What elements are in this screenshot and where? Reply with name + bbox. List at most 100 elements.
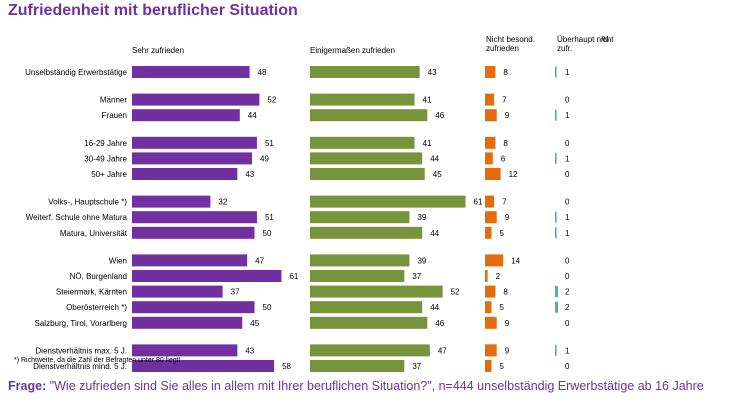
data-label: 39 — [417, 213, 426, 222]
question-label: Frage: — [8, 379, 47, 393]
category-label: 16-29 Jahre — [84, 139, 127, 148]
bar — [555, 301, 558, 313]
data-label: 37 — [412, 272, 421, 281]
data-label: 1 — [565, 213, 570, 222]
data-label: 61 — [289, 272, 298, 281]
data-label: 9 — [505, 319, 510, 328]
column-header: Einigermaßen zufrieden — [310, 46, 395, 55]
category-label: Matura, Universität — [60, 229, 128, 238]
data-label: 47 — [438, 346, 447, 355]
data-label: 43 — [245, 346, 254, 355]
bar — [310, 152, 423, 165]
data-label: 44 — [430, 229, 439, 238]
data-label: 47 — [255, 256, 264, 265]
data-label: 39 — [417, 256, 426, 265]
bar — [485, 93, 495, 106]
category-label: Steiermark, Kärnten — [56, 288, 127, 297]
bar — [132, 254, 248, 267]
bar — [132, 270, 282, 282]
bar — [132, 211, 257, 224]
bar — [310, 360, 405, 372]
chart-title: Zufriedenheit mit beruflicher Situation — [8, 2, 298, 19]
bar — [485, 226, 492, 239]
bar — [132, 66, 250, 78]
category-label: Dienstverhältnis mind. 5 J. — [33, 362, 127, 371]
bar — [555, 109, 557, 121]
bar — [485, 360, 492, 372]
bar — [485, 168, 501, 180]
data-label: 5 — [500, 229, 505, 238]
bar — [485, 66, 496, 78]
data-label: 45 — [433, 170, 442, 179]
data-label: 44 — [430, 154, 439, 163]
bar — [132, 344, 238, 357]
data-label: 8 — [503, 139, 508, 148]
bar — [485, 316, 497, 329]
data-label: 5 — [500, 362, 505, 371]
bar — [310, 93, 415, 106]
data-label: 0 — [565, 139, 570, 148]
category-label: 30-49 Jahre — [84, 154, 127, 163]
footnote: *) Richtweite, da die Zahl der Befragten… — [14, 357, 181, 364]
data-label: 37 — [412, 362, 421, 371]
data-label: 58 — [282, 362, 291, 371]
bar — [555, 211, 557, 223]
data-label: 5 — [500, 303, 505, 312]
bar — [485, 136, 496, 149]
bar — [485, 211, 497, 224]
category-label: Unselbständig Erwerbstätige — [25, 68, 127, 77]
category-label: Männer — [100, 96, 127, 105]
data-label: 50 — [263, 229, 272, 238]
data-label: 7 — [502, 96, 507, 105]
data-label: 2 — [496, 272, 501, 281]
bar — [132, 316, 243, 329]
category-label: Weiterf. Schule ohne Matura — [26, 213, 128, 222]
bar — [132, 136, 257, 149]
bar — [555, 227, 557, 239]
data-label: 44 — [248, 111, 257, 120]
data-label: 9 — [505, 213, 510, 222]
data-label: 1 — [565, 154, 570, 163]
bar — [132, 226, 255, 239]
bar — [310, 301, 423, 314]
bar — [555, 286, 558, 298]
data-label: 1 — [565, 68, 570, 77]
question-text: Frage: "Wie zufrieden sind Sie alles in … — [8, 378, 730, 395]
bar — [310, 195, 466, 208]
data-label: 46 — [435, 319, 444, 328]
data-label: 0 — [565, 319, 570, 328]
data-label: 0 — [565, 170, 570, 179]
bar — [132, 195, 211, 208]
data-label: 0 — [565, 362, 570, 371]
unit-label: % — [602, 35, 609, 44]
data-label: 0 — [565, 272, 570, 281]
bar — [132, 360, 275, 372]
bar — [310, 226, 423, 239]
bar — [555, 152, 557, 164]
column-header: Nicht besond. zufrieden — [486, 35, 535, 53]
data-label: 0 — [565, 256, 570, 265]
data-label: 32 — [218, 198, 227, 207]
data-label: 43 — [428, 68, 437, 77]
column-header: Sehr zufrieden — [132, 46, 184, 55]
data-label: 2 — [565, 303, 570, 312]
bar — [310, 66, 420, 78]
data-label: 1 — [565, 346, 570, 355]
bar — [485, 285, 496, 298]
data-label: 12 — [509, 170, 518, 179]
data-label: 50 — [263, 303, 272, 312]
data-label: 7 — [502, 198, 507, 207]
data-label: 8 — [503, 68, 508, 77]
bar — [310, 168, 425, 180]
data-label: 43 — [245, 170, 254, 179]
data-label: 44 — [430, 303, 439, 312]
data-label: 51 — [265, 213, 274, 222]
data-label: 9 — [505, 346, 510, 355]
bar — [485, 344, 497, 357]
category-label: Oberösterreich *) — [66, 303, 127, 312]
bar — [132, 301, 255, 314]
bar — [555, 66, 557, 78]
data-label: 52 — [267, 96, 276, 105]
category-label: Wien — [109, 256, 127, 265]
bar — [310, 211, 410, 224]
